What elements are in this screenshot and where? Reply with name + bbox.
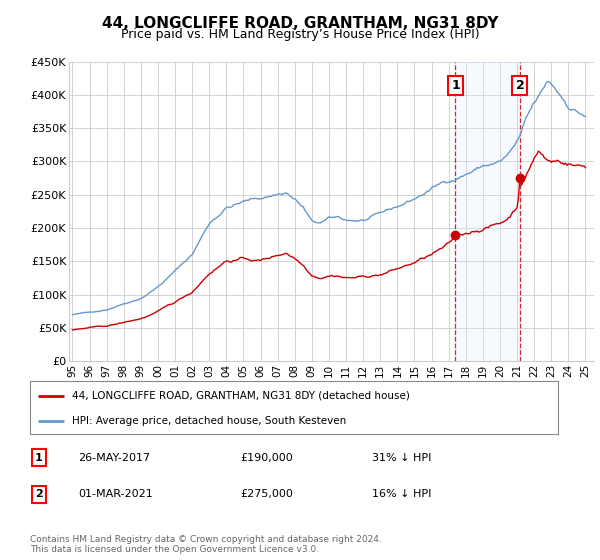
- Text: 44, LONGCLIFFE ROAD, GRANTHAM, NG31 8DY: 44, LONGCLIFFE ROAD, GRANTHAM, NG31 8DY: [102, 16, 498, 31]
- Text: Contains HM Land Registry data © Crown copyright and database right 2024.
This d: Contains HM Land Registry data © Crown c…: [30, 535, 382, 554]
- Text: 2: 2: [35, 489, 43, 499]
- Text: 31% ↓ HPI: 31% ↓ HPI: [372, 453, 431, 463]
- Bar: [455, 62, 520, 361]
- Text: £190,000: £190,000: [240, 453, 293, 463]
- Text: Price paid vs. HM Land Registry’s House Price Index (HPI): Price paid vs. HM Land Registry’s House …: [121, 28, 479, 41]
- Text: 1: 1: [451, 79, 460, 92]
- Text: 44, LONGCLIFFE ROAD, GRANTHAM, NG31 8DY (detached house): 44, LONGCLIFFE ROAD, GRANTHAM, NG31 8DY …: [72, 391, 410, 401]
- Text: £275,000: £275,000: [240, 489, 293, 499]
- Text: 01-MAR-2021: 01-MAR-2021: [78, 489, 153, 499]
- Text: 1: 1: [35, 453, 43, 463]
- Text: 2: 2: [515, 79, 524, 92]
- Text: 26-MAY-2017: 26-MAY-2017: [78, 453, 150, 463]
- Text: 16% ↓ HPI: 16% ↓ HPI: [372, 489, 431, 499]
- Text: HPI: Average price, detached house, South Kesteven: HPI: Average price, detached house, Sout…: [72, 416, 346, 426]
